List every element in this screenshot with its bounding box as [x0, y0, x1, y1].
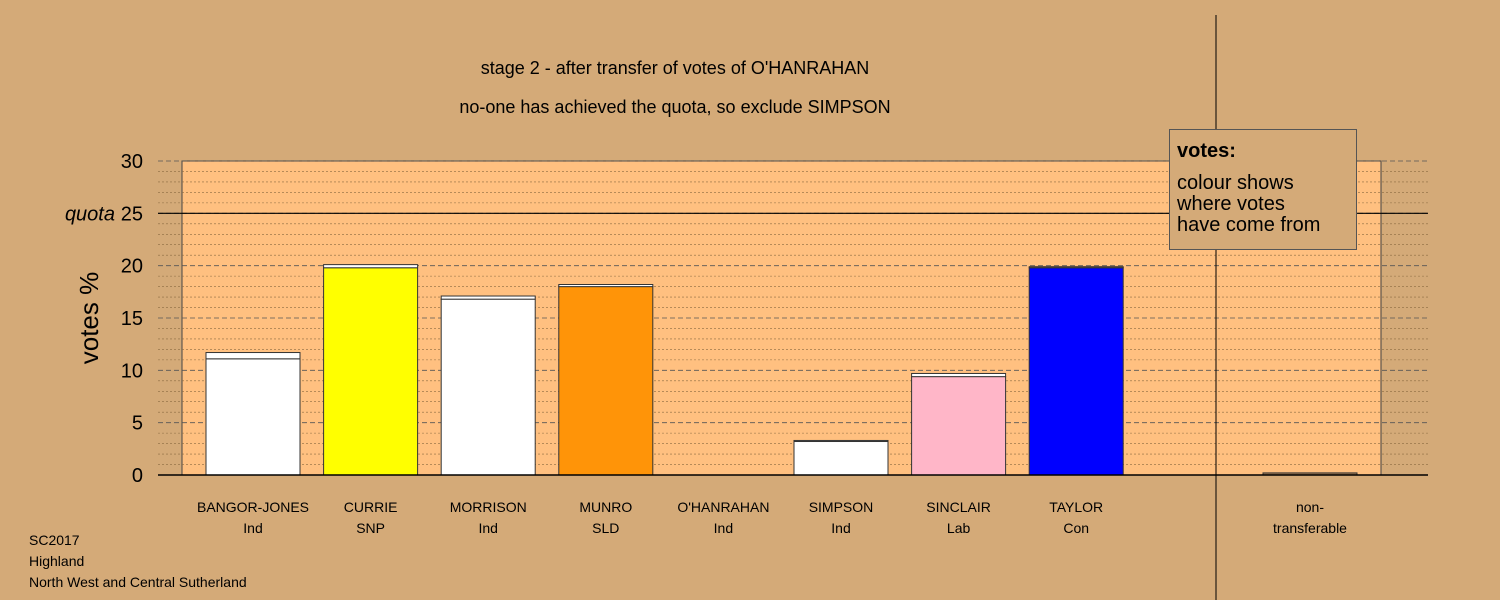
y-tick-label: 10	[121, 360, 143, 382]
bar-transfer-taylor	[1028, 266, 1124, 269]
x-label-nontransferable-2: transferable	[1273, 520, 1347, 536]
bar-munro	[558, 286, 654, 476]
x-label-name: SIMPSON	[809, 499, 874, 515]
y-tick-label: 5	[132, 413, 143, 435]
x-label-name: BANGOR-JONES	[197, 499, 309, 515]
bar-transfer-morrison	[440, 295, 536, 300]
bar-transfer-simpson	[793, 439, 889, 443]
x-label-name: MORRISON	[450, 499, 527, 515]
bar-transfer-currie	[323, 264, 419, 269]
bar-simpson	[793, 441, 889, 476]
footer-info: SC2017 Highland North West and Central S…	[29, 530, 247, 593]
bar-currie	[323, 267, 419, 476]
footer-election: SC2017	[29, 532, 80, 548]
x-label-party: SLD	[592, 520, 619, 536]
x-label-party: Ind	[243, 520, 262, 536]
y-tick-label: 0	[132, 465, 143, 487]
x-label-party: Ind	[831, 520, 850, 536]
quota-label: quota	[65, 203, 115, 225]
x-label-name: O'HANRAHAN	[677, 499, 769, 515]
y-tick-label: 15	[121, 308, 143, 330]
bar-transfer-sinclair	[911, 372, 1007, 378]
x-label-party: Ind	[714, 520, 733, 536]
y-axis-label: votes %	[74, 272, 104, 365]
x-label-name: MUNRO	[579, 499, 632, 515]
footer-council: Highland	[29, 553, 85, 569]
x-label-name: SINCLAIR	[926, 499, 991, 515]
chart-title: stage 2 - after transfer of votes of O'H…	[481, 58, 870, 78]
chart-subtitle: no-one has achieved the quota, so exclud…	[459, 97, 890, 117]
y-tick-label: 25	[121, 203, 143, 225]
footer-ward: North West and Central Sutherland	[29, 574, 247, 590]
bar-sinclair	[911, 376, 1007, 476]
y-tick-label: 30	[121, 151, 143, 173]
legend-box: votes: colour shows where votes have com…	[1169, 129, 1357, 250]
y-tick-label: 20	[121, 256, 143, 278]
bar-taylor	[1028, 267, 1124, 476]
x-label-party: SNP	[356, 520, 385, 536]
x-label-name: CURRIE	[344, 499, 398, 515]
legend-line-2: where votes	[1177, 193, 1285, 215]
bar-transfer-munro	[558, 284, 654, 288]
x-label-party: Con	[1063, 520, 1089, 536]
bar-bangor-jones	[205, 358, 301, 476]
x-label-nontransferable-1: non-	[1296, 499, 1324, 515]
x-label-party: Ind	[478, 520, 497, 536]
legend-line-3: have come from	[1177, 214, 1321, 236]
x-label-name: TAYLOR	[1049, 499, 1103, 515]
legend-line-1: colour shows	[1177, 172, 1294, 194]
x-label-party: Lab	[947, 520, 971, 536]
bar-transfer-bangor-jones	[205, 352, 301, 360]
bar-morrison	[440, 298, 536, 476]
legend-title: votes:	[1177, 140, 1236, 162]
